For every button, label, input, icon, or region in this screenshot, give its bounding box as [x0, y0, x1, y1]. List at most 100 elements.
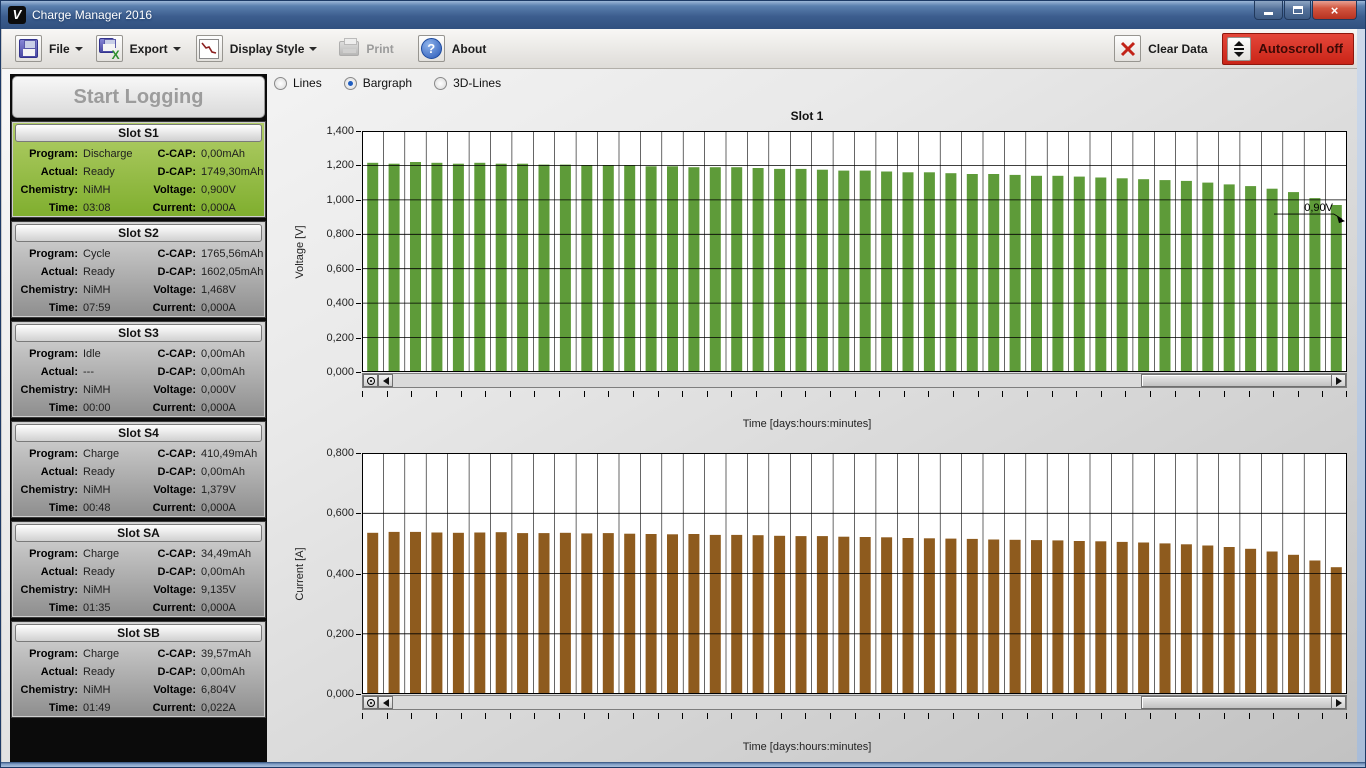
- radio-option-bargraph[interactable]: Bargraph: [344, 76, 412, 90]
- clear-data-button[interactable]: Clear Data: [1114, 35, 1207, 62]
- y-axis-tick: [356, 165, 361, 166]
- slot-field-value: 410,49mAh: [196, 445, 261, 463]
- slot-field-value: Charge: [78, 645, 140, 663]
- scrollbar-thumb[interactable]: [1141, 696, 1333, 709]
- arrow-left-icon: [383, 699, 389, 707]
- slot-header[interactable]: Slot S2: [15, 224, 262, 242]
- y-axis-tick: [356, 338, 361, 339]
- display-style-icon: [196, 35, 223, 62]
- slot-field-value: Discharge: [78, 145, 140, 163]
- slot-field-value: Ready: [78, 263, 140, 281]
- scrollbar-left-button[interactable]: [378, 696, 393, 709]
- slot-field-label: Actual:: [14, 563, 78, 581]
- x-axis-tick: [1125, 391, 1126, 397]
- display-style-button[interactable]: Display Style: [196, 35, 318, 62]
- slot-field-label: Voltage:: [140, 681, 196, 699]
- radio-option-lines[interactable]: Lines: [274, 76, 322, 90]
- x-axis-tick: [584, 391, 585, 397]
- slot-header[interactable]: Slot SA: [15, 524, 262, 542]
- slot-field-value: ---: [78, 363, 140, 381]
- scrollbar-reset-button[interactable]: [363, 374, 378, 387]
- dropdown-caret-icon: [75, 47, 83, 51]
- x-axis-tick: [928, 391, 929, 397]
- slot-field-label: Actual:: [14, 263, 78, 281]
- y-axis-tick: [356, 634, 361, 635]
- arrow-right-icon: [1336, 377, 1342, 385]
- x-axis-tick: [1249, 391, 1250, 397]
- x-axis-tick: [781, 391, 782, 397]
- export-x-icon: X: [112, 49, 120, 61]
- x-axis-tick: [1027, 391, 1028, 397]
- y-axis-tick: [356, 372, 361, 373]
- slot-field-label: Chemistry:: [14, 481, 78, 499]
- radio-option-3d-lines[interactable]: 3D-Lines: [434, 76, 501, 90]
- slot-field-label: C-CAP:: [140, 545, 196, 563]
- radio-label: 3D-Lines: [453, 76, 501, 90]
- vertical-scroll-icon: [1232, 41, 1246, 57]
- slot-header[interactable]: Slot S4: [15, 424, 262, 442]
- x-axis-tick: [658, 713, 659, 719]
- about-button[interactable]: ? About: [418, 35, 487, 62]
- slot-header[interactable]: Slot SB: [15, 624, 262, 642]
- slot-field-label: Time:: [14, 699, 78, 717]
- slot-field-value: 1,379V: [196, 481, 261, 499]
- x-axis-tick: [485, 391, 486, 397]
- floppy-icon: [19, 39, 38, 58]
- slot-field-value: 00:00: [78, 399, 140, 417]
- scrollbar-right-button[interactable]: [1331, 696, 1346, 709]
- help-icon: ?: [421, 38, 442, 59]
- slot-field-label: Current:: [140, 399, 196, 417]
- bar-chart-svg: [362, 453, 1347, 694]
- titlebar: V Charge Manager 2016 ×: [1, 1, 1365, 29]
- slot-field-value: 34,49mAh: [196, 545, 261, 563]
- maximize-button[interactable]: [1284, 1, 1311, 20]
- plot-area[interactable]: [362, 453, 1347, 694]
- slot-field-value: 0,000A: [196, 499, 261, 517]
- x-axis-tick: [1052, 713, 1053, 719]
- save-icon: [15, 35, 42, 62]
- y-axis-tick: [356, 234, 361, 235]
- x-axis-tick: [1101, 713, 1102, 719]
- y-axis-tick: [356, 574, 361, 575]
- slot-header[interactable]: Slot S3: [15, 324, 262, 342]
- x-axis-tick: [855, 391, 856, 397]
- app-icon-letter: V: [13, 7, 22, 22]
- y-axis-tick: [356, 694, 361, 695]
- radio-icon: [344, 77, 357, 90]
- slot-field-value: NiMH: [78, 481, 140, 499]
- scrollbar-reset-button[interactable]: [363, 696, 378, 709]
- slot-field-label: D-CAP:: [140, 563, 196, 581]
- slot-field-value: 00:48: [78, 499, 140, 517]
- slot-header[interactable]: Slot S1: [15, 124, 262, 142]
- x-axis-tick: [461, 713, 462, 719]
- slot-field-value: 01:49: [78, 699, 140, 717]
- x-axis-tick: [559, 713, 560, 719]
- start-logging-button[interactable]: Start Logging: [12, 76, 265, 118]
- minimize-button[interactable]: [1254, 1, 1283, 20]
- x-axis-tick: [510, 391, 511, 397]
- slot-field-label: Chemistry:: [14, 281, 78, 299]
- slot-title: Slot SA: [117, 526, 160, 540]
- y-axis-label: Current [A]: [294, 547, 306, 600]
- scrollbar-left-button[interactable]: [378, 374, 393, 387]
- slot-field-label: Actual:: [14, 463, 78, 481]
- scrollbar-thumb[interactable]: [1141, 374, 1333, 387]
- autoscroll-button[interactable]: Autoscroll off: [1222, 33, 1355, 65]
- slot-field-value: 1765,56mAh: [196, 245, 263, 263]
- x-axis-tick: [1002, 391, 1003, 397]
- slot-field-value: Ready: [78, 163, 140, 181]
- y-axis-tick: [356, 303, 361, 304]
- slot-field-label: Chemistry:: [14, 381, 78, 399]
- plot-area[interactable]: 0,90V: [362, 131, 1347, 372]
- x-axis-tick: [879, 713, 880, 719]
- x-axis-tick: [1150, 713, 1151, 719]
- y-axis-tick-label: 1,200: [304, 158, 354, 172]
- file-button[interactable]: File: [15, 35, 83, 62]
- x-axis-tick: [830, 713, 831, 719]
- scrollbar-right-button[interactable]: [1331, 374, 1346, 387]
- app-icon: V: [8, 6, 26, 24]
- slot-field-value: 0,00mAh: [196, 345, 261, 363]
- close-button[interactable]: ×: [1312, 1, 1357, 20]
- slot-title: Slot SB: [117, 626, 160, 640]
- export-button[interactable]: X Export: [96, 35, 181, 62]
